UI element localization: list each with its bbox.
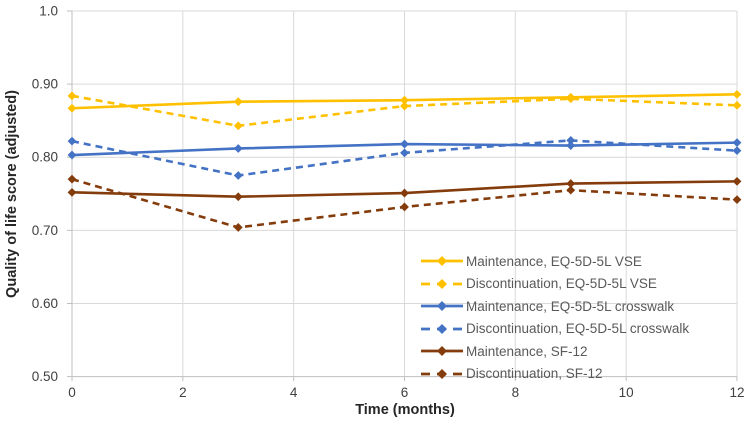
series-marker-2 xyxy=(233,144,243,153)
legend-label: Discontinuation, EQ-5D-5L VSE xyxy=(466,276,657,292)
series-marker-5 xyxy=(67,174,77,184)
series-marker-5 xyxy=(732,195,742,205)
series-marker-2 xyxy=(566,141,576,150)
x-tick-label: 12 xyxy=(729,385,744,400)
legend: Maintenance, EQ-5D-5L VSE Discontinuation… xyxy=(421,250,689,385)
x-tick-label: 2 xyxy=(179,385,187,400)
y-tick-label: 0.90 xyxy=(32,77,58,92)
legend-item-5: Discontinuation, SF-12 xyxy=(421,363,689,386)
y-axis-title: Quality of life score (adjusted) xyxy=(4,90,20,298)
series-marker-0 xyxy=(67,103,77,113)
series-marker-5 xyxy=(233,223,243,232)
series-marker-4 xyxy=(233,192,243,202)
series-marker-4 xyxy=(67,187,77,197)
legend-label: Discontinuation, EQ-5D-5L crosswalk xyxy=(466,321,690,337)
series-marker-0 xyxy=(400,95,409,105)
y-tick-label: 0.70 xyxy=(32,223,58,238)
series-marker-1 xyxy=(400,101,409,111)
legend-sample-solid-line-icon xyxy=(421,301,463,312)
series-marker-2 xyxy=(732,138,742,148)
y-tick-label: 0.80 xyxy=(32,150,58,165)
series-marker-4 xyxy=(732,176,742,186)
series-marker-0 xyxy=(732,89,742,99)
x-tick-label: 0 xyxy=(68,385,76,400)
legend-sample-dashed-line-icon xyxy=(421,278,463,289)
legend-label: Maintenance, SF-12 xyxy=(466,343,588,359)
series-marker-1 xyxy=(233,121,243,131)
series-marker-5 xyxy=(400,202,409,212)
x-tick-label: 8 xyxy=(512,385,520,400)
legend-label: Discontinuation, SF-12 xyxy=(466,366,603,382)
series-marker-3 xyxy=(732,146,742,156)
legend-label: Maintenance, EQ-5D-5L VSE xyxy=(466,253,642,269)
x-axis-title: Time (months) xyxy=(355,402,455,418)
y-tick-label: 0.60 xyxy=(32,296,58,311)
series-marker-4 xyxy=(400,188,409,198)
legend-sample-solid-line-icon xyxy=(421,346,463,357)
series-marker-1 xyxy=(67,91,77,101)
legend-sample-dashed-line-icon xyxy=(421,368,463,379)
legend-label: Maintenance, EQ-5D-5L crosswalk xyxy=(466,298,675,314)
legend-item-1: Discontinuation, EQ-5D-5L VSE xyxy=(421,273,689,296)
legend-item-0: Maintenance, EQ-5D-5L VSE xyxy=(421,250,689,273)
y-tick-label: 0.50 xyxy=(32,369,58,384)
legend-item-4: Maintenance, SF-12 xyxy=(421,340,689,363)
legend-sample-dashed-line-icon xyxy=(421,323,463,334)
series-marker-3 xyxy=(233,171,243,180)
series-marker-0 xyxy=(233,97,243,107)
x-tick-label: 10 xyxy=(619,385,634,400)
x-tick-label: 6 xyxy=(401,385,409,400)
series-marker-4 xyxy=(566,179,576,188)
series-marker-3 xyxy=(566,136,576,145)
legend-item-3: Discontinuation, EQ-5D-5L crosswalk xyxy=(421,318,689,341)
series-marker-2 xyxy=(400,139,409,149)
series-marker-3 xyxy=(400,148,409,158)
series-marker-1 xyxy=(732,100,742,110)
y-tick-label: 1.0 xyxy=(39,4,58,19)
legend-item-2: Maintenance, EQ-5D-5L crosswalk xyxy=(421,295,689,318)
series-marker-2 xyxy=(67,150,77,160)
series-marker-3 xyxy=(67,136,77,146)
legend-sample-solid-line-icon xyxy=(421,256,463,267)
series-marker-5 xyxy=(566,185,576,195)
series-marker-1 xyxy=(566,94,576,104)
x-tick-label: 4 xyxy=(290,385,298,400)
